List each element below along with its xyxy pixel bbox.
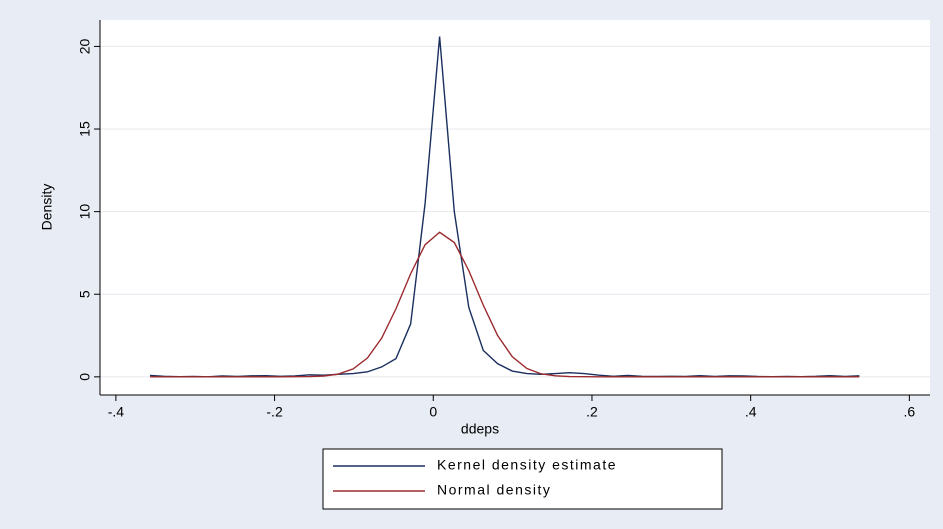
legend	[322, 448, 723, 510]
y-tick-label: 0	[77, 373, 93, 381]
x-tick-label: .4	[745, 404, 757, 420]
legend-label: Kernel density estimate	[437, 457, 617, 473]
y-tick-label: 5	[77, 290, 93, 298]
y-tick-label: 15	[77, 121, 93, 137]
series-line	[149, 36, 860, 378]
series-line	[149, 231, 860, 378]
x-tick-label: -.2	[266, 404, 283, 420]
y-tick-label: 20	[77, 38, 93, 54]
y-axis-title: Density	[39, 184, 55, 231]
x-axis-title: ddeps	[461, 421, 499, 437]
x-tick-label: -.4	[108, 404, 125, 420]
legend-label: Normal density	[437, 482, 551, 498]
x-tick-label: .2	[586, 404, 598, 420]
x-tick-label: 0	[429, 404, 437, 420]
x-tick-label: .6	[904, 404, 916, 420]
plot-area	[100, 20, 930, 395]
y-tick-label: 10	[77, 204, 93, 220]
